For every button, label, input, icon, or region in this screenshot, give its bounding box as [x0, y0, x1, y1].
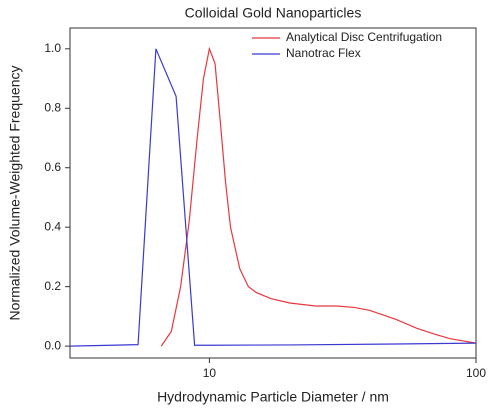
y-tick-label: 1.0 — [44, 41, 61, 55]
x-tick-label: 100 — [466, 366, 486, 380]
y-tick-label: 0.6 — [44, 160, 61, 174]
legend-label: Nanotrac Flex — [286, 46, 361, 60]
legend-label: Analytical Disc Centrifugation — [286, 30, 442, 44]
data-line — [160, 46, 477, 347]
data-line — [69, 48, 477, 347]
chart-title: Colloidal Gold Nanoparticles — [185, 5, 362, 21]
x-tick-label: 10 — [203, 366, 217, 380]
y-tick-label: 0.2 — [44, 279, 61, 293]
y-tick-label: 0.8 — [44, 100, 61, 114]
x-axis-label: Hydrodynamic Particle Diameter / nm — [157, 389, 389, 405]
plot-frame — [69, 27, 477, 359]
y-tick-label: 0.4 — [44, 219, 61, 233]
y-axis-label: Normalized Volume-Weighted Frequency — [7, 66, 23, 321]
y-tick-label: 0.0 — [44, 338, 61, 352]
